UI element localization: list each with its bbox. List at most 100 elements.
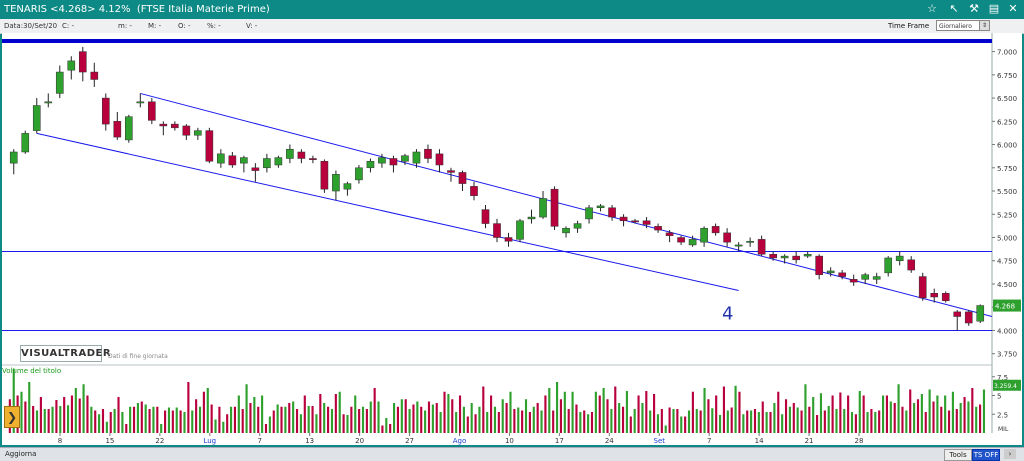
candle-body <box>309 158 317 160</box>
candle-body <box>527 216 536 220</box>
volume-bar <box>319 394 322 433</box>
volume-bar <box>621 406 625 433</box>
candle-body <box>251 167 260 171</box>
volume-bar <box>416 401 419 433</box>
candle-body <box>838 272 846 277</box>
volume-bar <box>936 395 939 433</box>
volume-bar <box>528 412 531 433</box>
volume-bar <box>493 406 497 433</box>
clipboard-icon[interactable]: ▤ <box>988 2 1000 15</box>
volume-bar <box>214 419 217 433</box>
candle-body <box>136 101 145 104</box>
volume-bar <box>672 409 675 433</box>
volume-bar <box>43 409 46 433</box>
volume-bar <box>191 410 194 433</box>
volume-bar <box>971 388 974 433</box>
date-field: Data:30/Set/20 <box>4 22 58 30</box>
volume-bar <box>70 395 74 433</box>
volume-bar <box>924 412 927 433</box>
candle-body <box>424 148 432 159</box>
volume-bar <box>474 414 477 433</box>
x-tick-label: 28 <box>855 437 864 445</box>
candle-body <box>217 153 225 164</box>
volume-bar <box>497 412 500 433</box>
visualtrader-logo: VISUALTRADER <box>20 345 111 362</box>
wrench-icon[interactable]: ⚒ <box>969 2 979 15</box>
price-tick-label: 4.750 <box>997 258 1017 266</box>
volume-bar <box>796 407 799 433</box>
close-icon[interactable]: ✕ <box>1008 2 1018 15</box>
timeframe-select[interactable]: Giornaliero ⇕ <box>936 20 990 31</box>
candle-body <box>470 186 478 196</box>
x-tick-label: 10 <box>505 437 514 445</box>
tools-button[interactable]: Tools <box>944 449 972 461</box>
candle-body <box>113 121 122 138</box>
volume-bar <box>431 404 434 433</box>
volume-bar <box>784 399 788 433</box>
volume-bar <box>39 397 42 433</box>
ts-off-button[interactable]: TS OFF <box>972 449 1000 461</box>
volume-bar <box>769 412 772 433</box>
candle-body <box>688 239 697 246</box>
volume-bar <box>187 382 190 433</box>
candle-body <box>320 161 329 190</box>
volume-bar <box>932 401 935 433</box>
volume-bar <box>74 388 77 433</box>
lower-trend-line <box>36 132 739 291</box>
pointer-icon[interactable]: ↖ <box>949 2 959 15</box>
volume-bar <box>881 395 885 433</box>
volume-bar <box>559 399 563 433</box>
upper-trend-line <box>140 92 993 318</box>
volume-tick-label: 5 <box>997 393 1001 401</box>
price-volume-chart[interactable]: 7.000 6.750 6.500 6.250 6.000 5.750 5.500 5.250… <box>2 33 1022 445</box>
timeframe-value: Giornaliero <box>939 23 972 30</box>
volume-bar <box>129 406 132 433</box>
x-tick-label: 21 <box>805 437 814 445</box>
volume-bar <box>649 410 652 433</box>
scroll-right-icon[interactable]: › <box>1004 449 1016 459</box>
x-tick-label: 17 <box>555 437 564 445</box>
chevron-down-icon[interactable]: ⇕ <box>979 21 989 30</box>
volume-bar <box>501 399 504 433</box>
aggiorna-button[interactable]: Aggiorna <box>5 450 37 458</box>
volume-bar <box>532 406 535 433</box>
candle-body <box>366 161 375 169</box>
volume-bar <box>524 399 528 433</box>
volume-bar <box>862 395 865 433</box>
volume-bar <box>757 412 760 433</box>
volume-bar <box>28 382 31 433</box>
candle-body <box>124 116 133 141</box>
candle-body <box>642 220 651 225</box>
volume-bar <box>656 414 660 433</box>
volume-bar <box>684 416 687 433</box>
volume-bar <box>975 406 978 433</box>
volume-bar <box>311 406 314 433</box>
volume-bar <box>377 401 380 433</box>
star-icon[interactable]: ☆ <box>927 2 937 15</box>
candle-body <box>32 105 41 131</box>
volume-bar <box>753 409 757 433</box>
volume-bar <box>916 399 920 433</box>
volume-bar <box>101 409 105 433</box>
volume-bar <box>299 414 302 433</box>
volume-bar <box>959 403 962 433</box>
volume-bar <box>598 395 601 433</box>
volume-bar <box>113 409 116 433</box>
chart-area[interactable]: 7.000 6.750 6.500 6.250 6.000 5.750 5.500 5.250… <box>2 33 1022 445</box>
volume-bar <box>687 410 691 433</box>
volume-bar <box>350 406 353 433</box>
candle-body <box>619 216 628 222</box>
volume-bar <box>711 408 714 433</box>
volume-bar <box>327 406 330 433</box>
price-tick-label: 5.250 <box>997 211 1017 219</box>
candle-body <box>573 223 582 229</box>
max-field: M: - <box>148 22 162 30</box>
last-price-label: 4.268 <box>995 303 1015 311</box>
volume-bar <box>517 407 520 433</box>
candle-body <box>21 133 30 153</box>
volume-bar <box>323 403 326 433</box>
candle-body <box>654 226 662 231</box>
volume-bar <box>389 424 392 433</box>
volume-bar <box>482 386 485 433</box>
expand-arrow-icon[interactable]: ❯ <box>4 406 20 428</box>
